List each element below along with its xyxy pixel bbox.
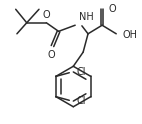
Text: NH: NH: [79, 12, 94, 22]
Text: O: O: [47, 50, 55, 60]
Text: O: O: [43, 10, 50, 20]
Text: Cl: Cl: [76, 96, 85, 106]
Text: O: O: [109, 4, 116, 14]
Text: Cl: Cl: [76, 67, 85, 77]
Text: OH: OH: [123, 30, 138, 40]
